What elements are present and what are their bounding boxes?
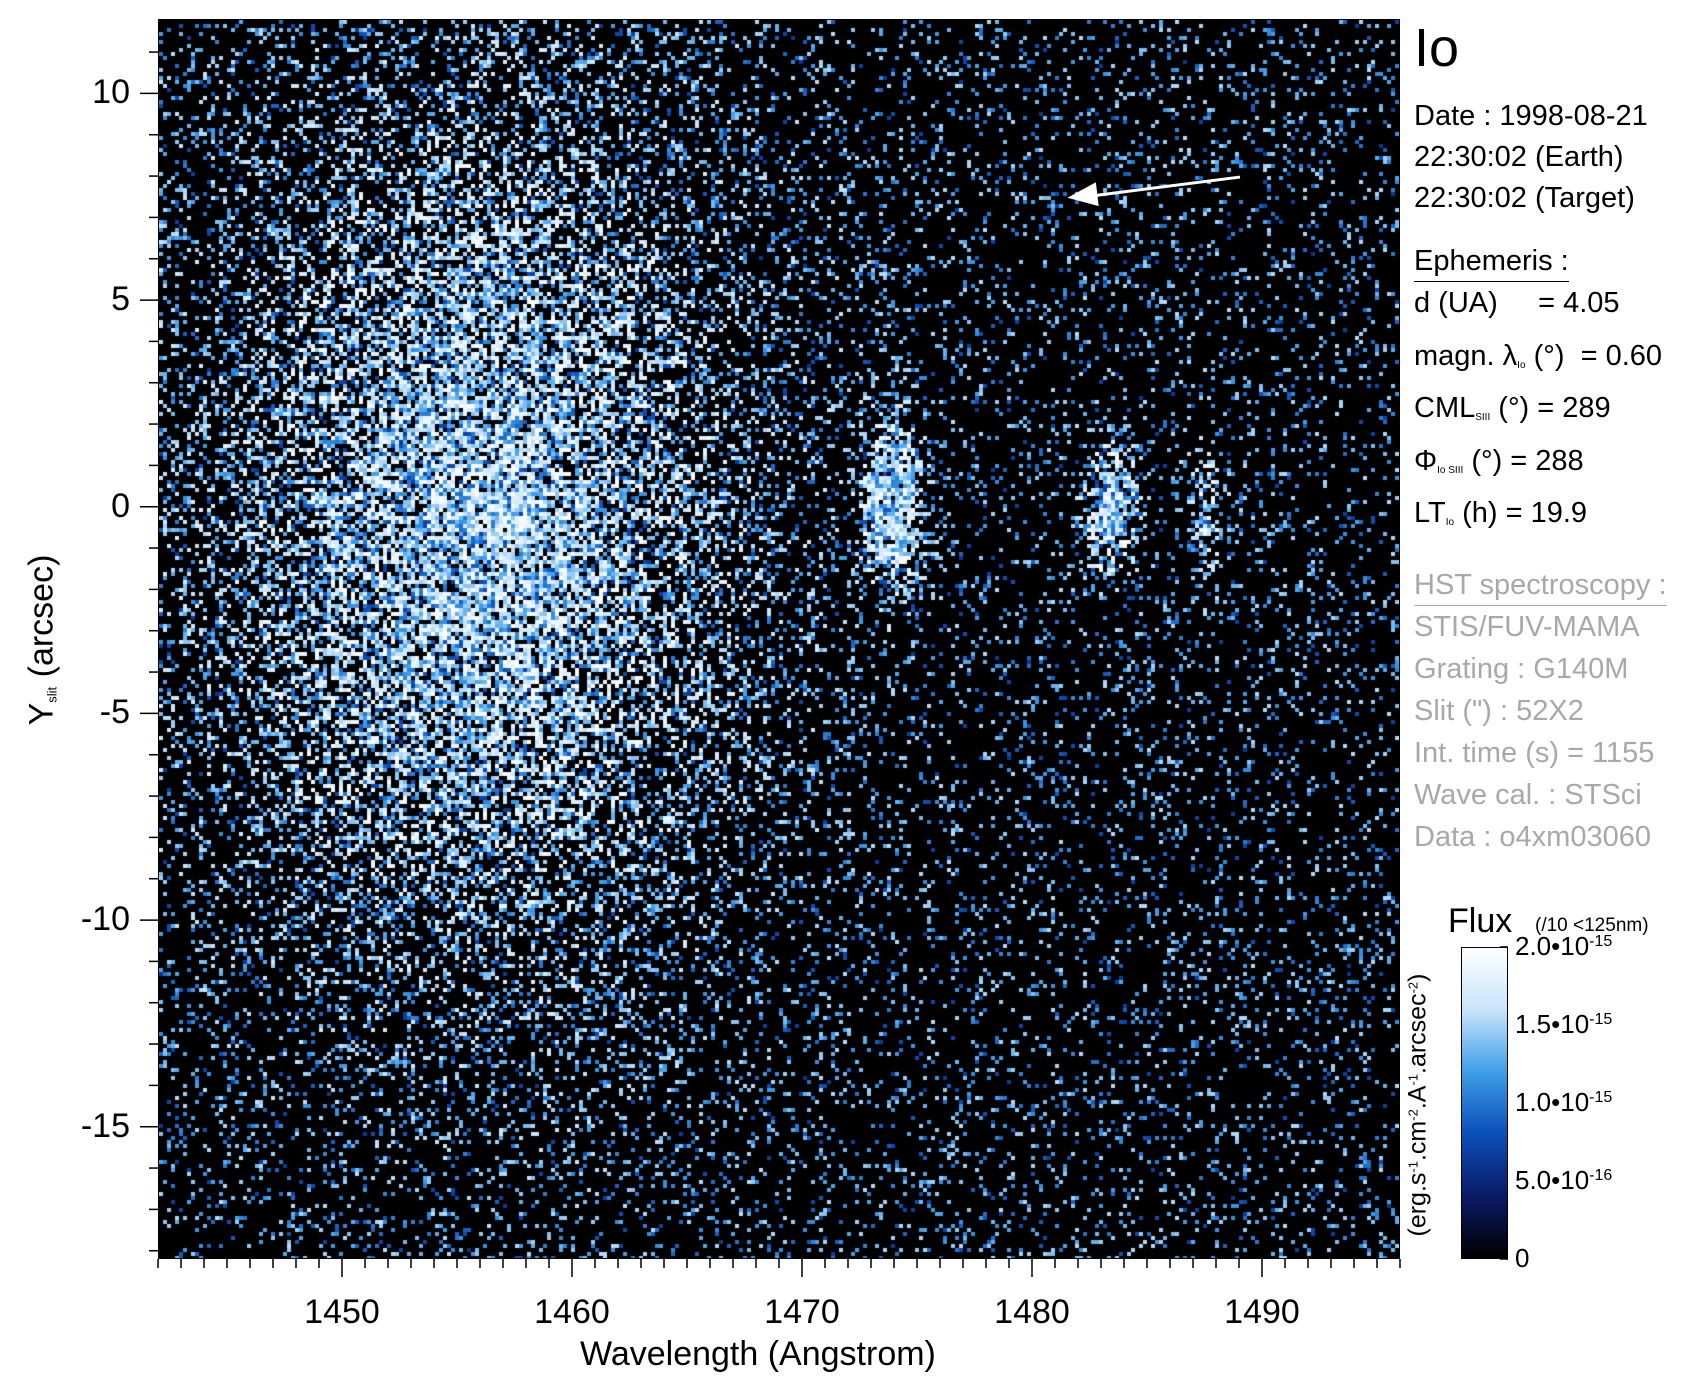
info-panel: Io Date : 1998-08-21 22:30:02 (Earth) 22… xyxy=(1414,18,1694,858)
hst-info-item: Wave cal. : STSci xyxy=(1414,778,1642,811)
ephemeris-item: LTIo (h) = 19.9 xyxy=(1414,497,1588,529)
y-axis-label: Yslit (arcsec) xyxy=(22,554,61,726)
ephemeris-item: d (UA) = 4.05 xyxy=(1414,287,1620,319)
ephemeris-item: magn. λIo (°) = 0.60 xyxy=(1414,339,1663,372)
annotation-arrow xyxy=(1067,175,1241,207)
x-tick-label: 1480 xyxy=(994,1293,1070,1331)
hst-heading: HST spectroscopy : xyxy=(1414,565,1667,606)
target-name: Io xyxy=(1414,18,1460,78)
x-tick-label: 1490 xyxy=(1224,1293,1300,1331)
x-tick-label: 1450 xyxy=(304,1293,380,1331)
colorbar-units: (erg.s-1.cm-2.A-1.arcsec-2) xyxy=(1403,973,1432,1237)
hst-info-item: Grating : G140M xyxy=(1414,652,1629,685)
y-tick-label: -5 xyxy=(99,693,130,732)
colorbar-title: Flux xyxy=(1448,902,1513,940)
target-time-line: 22:30:02 (Target) xyxy=(1414,182,1635,214)
y-tick-label: 0 xyxy=(111,486,130,525)
colorbar-tick-label: 1.5•10-15 xyxy=(1515,1009,1613,1039)
ephemeris-item: ΦIo SIII (°) = 288 xyxy=(1414,444,1584,477)
colorbar-tick-label: 0 xyxy=(1515,1243,1530,1273)
earth-time-line: 22:30:02 (Earth) xyxy=(1414,141,1624,173)
date-line: Date : 1998-08-21 xyxy=(1414,100,1648,132)
hst-info-item: STIS/FUV-MAMA xyxy=(1414,610,1640,643)
arrow-shaft xyxy=(1085,175,1241,199)
colorbar-note: (/10 <125nm) xyxy=(1535,915,1649,936)
spectrum-plot-area xyxy=(158,19,1400,1259)
colorbar-tick-label: 5.0•10-16 xyxy=(1515,1165,1613,1195)
colorbar xyxy=(1461,947,1508,1259)
y-tick-label: 5 xyxy=(111,280,130,319)
spectrum-heatmap xyxy=(159,20,1399,1258)
ephemeris-item: CMLSIII (°) = 289 xyxy=(1414,392,1611,424)
hst-info-list: STIS/FUV-MAMA Grating : G140M Slit (") : 5… xyxy=(1414,606,1694,858)
hst-info-item: Slit (") : 52X2 xyxy=(1414,694,1584,727)
hst-info-item: Int. time (s) = 1155 xyxy=(1414,736,1655,769)
y-tick-label: -15 xyxy=(80,1106,130,1145)
x-tick-label: 1460 xyxy=(534,1293,610,1331)
x-axis-label: Wavelength (Angstrom) xyxy=(580,1335,936,1373)
y-tick-label: 10 xyxy=(92,73,130,112)
y-tick-label: -10 xyxy=(80,900,130,939)
ephemeris-list: d (UA) = 4.05 magn. λIo (°) = 0.60 CMLSIII… xyxy=(1414,282,1694,545)
hst-info-item: Data : o4xm03060 xyxy=(1414,820,1651,853)
colorbar-tick-label: 1.0•10-15 xyxy=(1515,1087,1613,1117)
ephemeris-heading: Ephemeris : xyxy=(1414,241,1569,282)
arrow-head xyxy=(1067,182,1099,207)
colorbar-tick-label: 2.0•10-15 xyxy=(1515,931,1613,961)
x-tick-label: 1470 xyxy=(764,1293,840,1331)
